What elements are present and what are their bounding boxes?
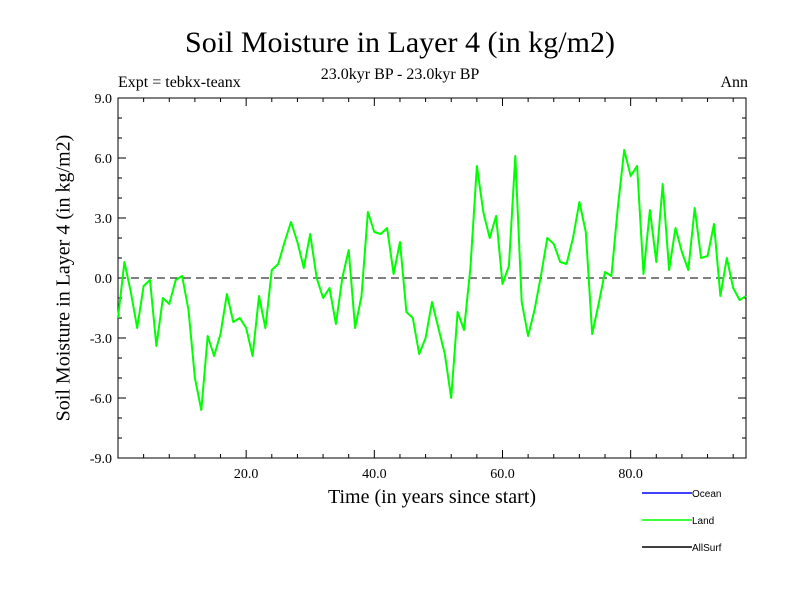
chart-subtitle: 23.0kyr BP - 23.0kyr BP (320, 66, 480, 83)
legend-label-allsurf: AllSurf (692, 543, 722, 554)
legend-label-ocean: Ocean (692, 489, 721, 500)
y-tick-label: 0.0 (95, 272, 113, 287)
series-line-land (117, 149, 747, 411)
y-axis-label: Soil Moisture in Layer 4 (in kg/m2) (52, 134, 75, 422)
legend-label-land: Land (692, 516, 714, 527)
y-tick-label: 9.0 (95, 92, 113, 107)
y-tick-label: -9.0 (90, 452, 112, 467)
experiment-label: Expt = tebkx-teanx (118, 74, 241, 91)
y-tick-label: 3.0 (95, 212, 113, 227)
x-tick-label: 80.0 (618, 467, 643, 482)
y-tick-label: -6.0 (90, 392, 112, 407)
x-tick-label: 20.0 (234, 467, 259, 482)
y-tick-label: 6.0 (95, 152, 113, 167)
x-axis-label: Time (in years since start) (327, 486, 537, 508)
chart-title: Soil Moisture in Layer 4 (in kg/m2) (185, 26, 615, 59)
x-tick-label: 40.0 (362, 467, 387, 482)
x-tick-label: 60.0 (490, 467, 515, 482)
season-label: Ann (720, 74, 748, 91)
y-tick-label: -3.0 (90, 332, 112, 347)
